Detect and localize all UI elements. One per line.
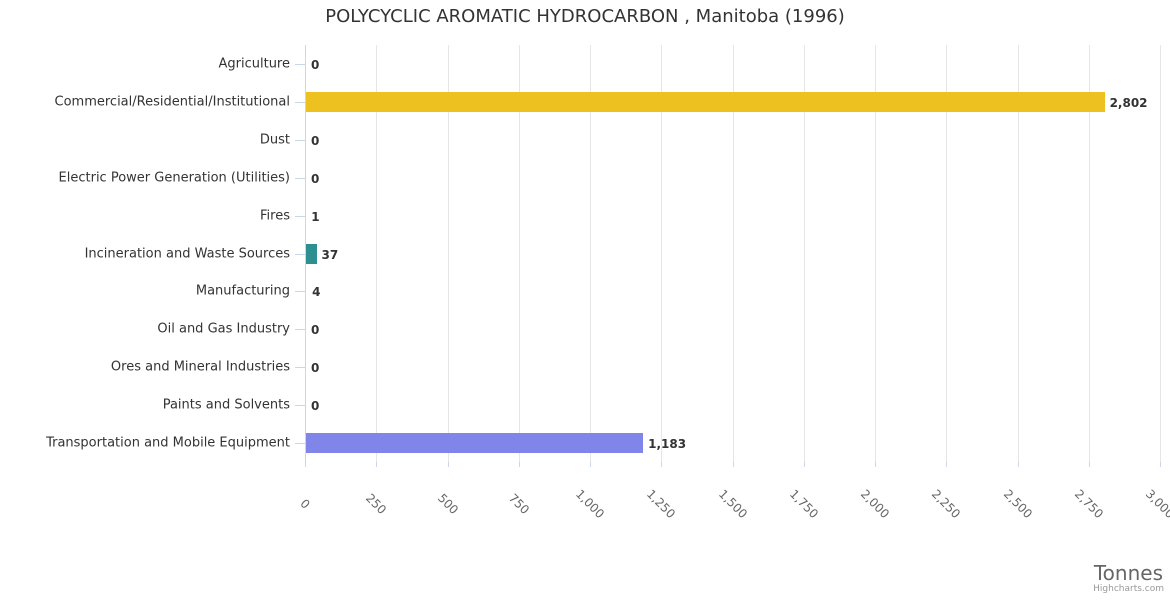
category-tick (295, 329, 305, 331)
x-tick-label: 2,250 (929, 486, 964, 522)
category-tick (295, 139, 305, 141)
x-tick-mark (518, 462, 520, 467)
category-label: Ores and Mineral Industries (110, 359, 290, 375)
category-label: Dust (259, 132, 290, 148)
category-tick (295, 177, 305, 179)
x-tick-label: 0 (297, 496, 313, 512)
gridline (518, 45, 520, 462)
gridline (376, 45, 378, 462)
gridline (875, 45, 876, 462)
x-tick-mark (1160, 462, 1161, 467)
x-tick-label: 750 (505, 490, 532, 518)
x-tick-label: 1,000 (572, 486, 608, 522)
gridline (1017, 45, 1019, 462)
category-label: Paints and Solvents (162, 397, 290, 413)
bar[interactable] (306, 243, 317, 264)
x-tick-mark (875, 462, 876, 467)
gridline (661, 45, 663, 462)
bar[interactable] (306, 433, 644, 454)
x-tick-label: 2,750 (1071, 486, 1106, 522)
category-label: Fires (260, 208, 290, 224)
x-tick-label: 1,750 (786, 486, 821, 522)
bar-value-label: 0 (311, 361, 320, 376)
category-tick (295, 291, 305, 293)
bar-value-label: 0 (311, 399, 320, 414)
category-label: Oil and Gas Industry (157, 321, 290, 337)
bar-value-label: 4 (312, 285, 321, 300)
x-tick-label: 2,000 (857, 486, 893, 522)
x-tick-label: 3,000 (1142, 486, 1170, 522)
category-tick (295, 405, 305, 407)
bar-value-label: 2,802 (1109, 95, 1148, 110)
category-tick (295, 215, 305, 217)
category-label: Electric Power Generation (Utilities) (58, 170, 290, 186)
bar-value-label: 1 (311, 209, 320, 224)
bar-value-label: 0 (311, 133, 320, 148)
highcharts-credit[interactable]: Highcharts.com (1093, 584, 1164, 594)
category-label: Commercial/Residential/Institutional (54, 94, 291, 110)
x-tick-mark (590, 462, 591, 467)
category-label: Agriculture (218, 56, 291, 72)
x-tick-label: 2,500 (1000, 486, 1035, 522)
chart-title: POLYCYCLIC AROMATIC HYDROCARBON , Manito… (325, 6, 845, 27)
category-tick (295, 443, 305, 445)
x-tick-mark (946, 462, 948, 467)
x-tick-label: 500 (434, 490, 461, 518)
category-label: Manufacturing (195, 283, 290, 299)
x-tick-mark (376, 462, 378, 467)
bar-value-label: 37 (321, 247, 339, 262)
category-label: Incineration and Waste Sources (84, 246, 290, 261)
x-tick-label: 1,500 (715, 486, 750, 522)
x-tick-mark (732, 462, 734, 467)
x-tick-mark (1017, 462, 1019, 467)
gridline (732, 45, 734, 462)
x-tick-mark (803, 462, 805, 467)
category-tick (295, 63, 305, 65)
bar[interactable] (306, 91, 1105, 112)
category-tick (295, 101, 305, 103)
gridline (1160, 45, 1161, 462)
gridline (590, 45, 591, 462)
x-tick-mark (1088, 462, 1090, 467)
bar-value-label: 0 (311, 323, 320, 338)
bar-value-label: 0 (311, 171, 320, 186)
y-axis-line (305, 45, 306, 462)
category-label: Transportation and Mobile Equipment (46, 435, 290, 451)
gridline (1088, 45, 1090, 462)
bar-value-label: 1,183 (648, 437, 687, 452)
x-tick-mark (447, 462, 449, 467)
category-tick (295, 253, 305, 255)
gridline (803, 45, 805, 462)
category-tick (295, 367, 305, 369)
x-tick-mark (661, 462, 663, 467)
x-tick-label: 250 (363, 490, 390, 518)
x-axis-title: Tonnes (1093, 561, 1163, 585)
x-tick-mark (305, 462, 306, 467)
gridline (946, 45, 948, 462)
x-tick-label: 1,250 (644, 486, 679, 522)
bar-value-label: 0 (311, 57, 320, 72)
gridline (447, 45, 449, 462)
